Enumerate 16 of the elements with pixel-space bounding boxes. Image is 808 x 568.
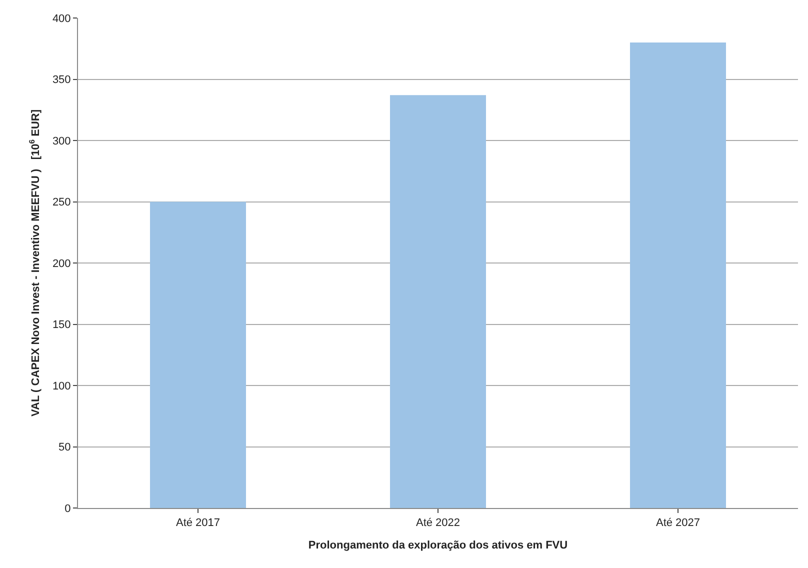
y-tick-label: 400 (52, 12, 71, 25)
y-tick-label: 300 (52, 135, 71, 148)
x-tick-label: Até 2027 (656, 517, 700, 530)
y-tick-label: 350 (52, 74, 71, 86)
x-axis-title: Prolongamento da exploração dos ativos em FVU (308, 539, 568, 552)
y-tick-label: 100 (52, 380, 71, 392)
y-tick-label: 150 (52, 319, 71, 332)
bar (150, 202, 246, 508)
y-tick-label: 250 (52, 196, 71, 209)
y-tick-label: 0 (64, 502, 71, 515)
y-tick-label: 200 (52, 258, 71, 270)
bar (630, 42, 726, 508)
x-tick-label: Até 2022 (416, 517, 460, 530)
y-tick-label: 50 (58, 442, 71, 454)
bar (390, 95, 486, 508)
x-tick-label: Até 2017 (176, 517, 220, 530)
